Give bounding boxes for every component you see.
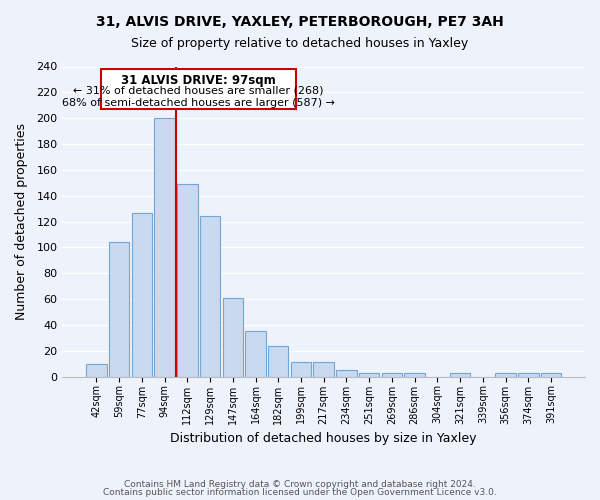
Bar [245,332,266,376]
FancyBboxPatch shape [101,69,296,109]
Bar [382,373,402,376]
Text: Size of property relative to detached houses in Yaxley: Size of property relative to detached ho… [131,38,469,51]
Bar [450,373,470,376]
Bar [86,364,107,376]
Bar [109,242,130,376]
Bar [291,362,311,376]
Bar [131,212,152,376]
X-axis label: Distribution of detached houses by size in Yaxley: Distribution of detached houses by size … [170,432,477,445]
Bar [223,298,243,376]
Bar [518,373,539,376]
Text: Contains HM Land Registry data © Crown copyright and database right 2024.: Contains HM Land Registry data © Crown c… [124,480,476,489]
Bar [404,373,425,376]
Text: Contains public sector information licensed under the Open Government Licence v3: Contains public sector information licen… [103,488,497,497]
Bar [541,373,561,376]
Text: 31 ALVIS DRIVE: 97sqm: 31 ALVIS DRIVE: 97sqm [121,74,276,88]
Bar [336,370,356,376]
Bar [154,118,175,376]
Bar [496,373,516,376]
Y-axis label: Number of detached properties: Number of detached properties [15,123,28,320]
Bar [359,373,379,376]
Text: 68% of semi-detached houses are larger (587) →: 68% of semi-detached houses are larger (… [62,98,335,108]
Bar [200,216,220,376]
Text: ← 31% of detached houses are smaller (268): ← 31% of detached houses are smaller (26… [73,86,324,96]
Bar [177,184,197,376]
Bar [313,362,334,376]
Text: 31, ALVIS DRIVE, YAXLEY, PETERBOROUGH, PE7 3AH: 31, ALVIS DRIVE, YAXLEY, PETERBOROUGH, P… [96,15,504,29]
Bar [268,346,289,376]
